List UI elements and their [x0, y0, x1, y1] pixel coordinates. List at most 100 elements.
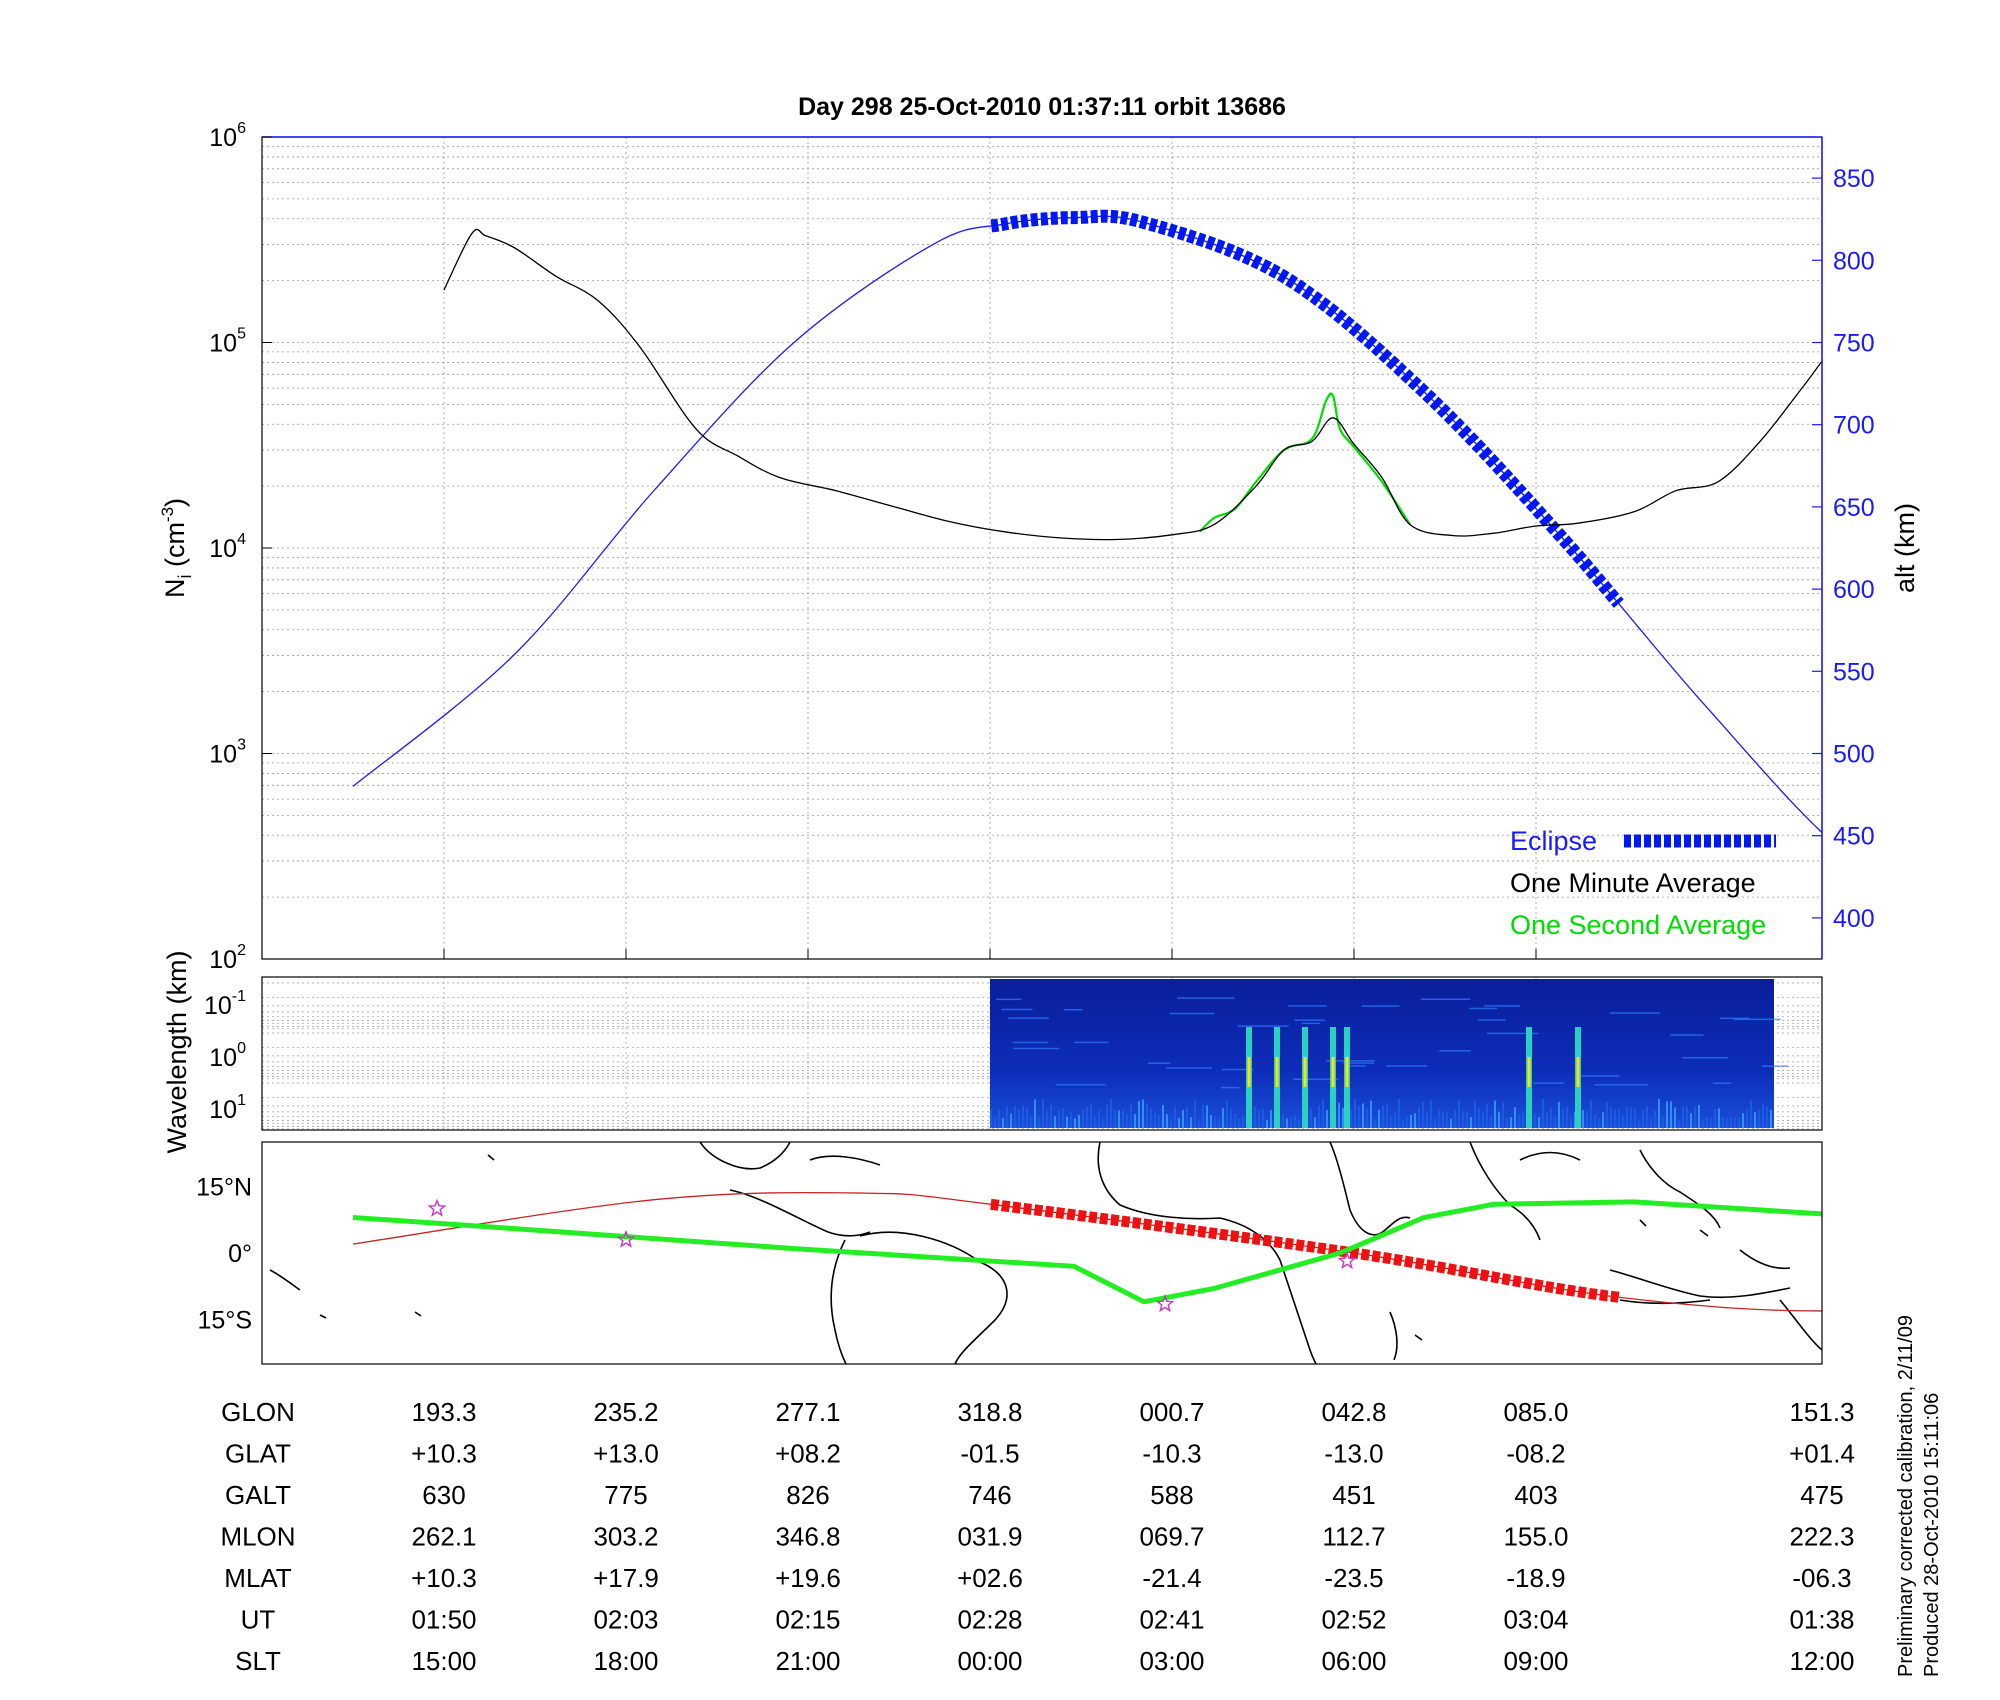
density-label-unit-open: (cm: [160, 522, 190, 574]
spectrogram-texture: [1147, 1062, 1171, 1065]
coastline-segment: [1779, 1299, 1823, 1351]
legend: Eclipse One Minute Average One Second Av…: [1510, 826, 1776, 940]
table-row-label: SLT: [235, 1646, 281, 1676]
spectrogram-texture: [1469, 1007, 1498, 1010]
spectrogram-texture: [1366, 1108, 1368, 1128]
spectrogram-texture: [1546, 1112, 1548, 1128]
altitude-tick-label: 550: [1833, 658, 1875, 686]
table-cell: 262.1: [411, 1522, 476, 1552]
table-cell: 031.9: [957, 1522, 1022, 1552]
table-cell: 042.8: [1321, 1397, 1386, 1427]
coastline-segment: [319, 1314, 327, 1319]
spectrogram-texture: [1098, 1110, 1100, 1128]
spectrogram-texture: [1288, 1005, 1327, 1007]
table-cell: 03:00: [1139, 1646, 1204, 1676]
spectrogram-texture: [1206, 1105, 1208, 1128]
table-cell: 085.0: [1503, 1397, 1568, 1427]
spectrogram-texture: [1202, 1104, 1204, 1128]
spectrogram-texture: [1266, 1119, 1268, 1128]
spectrogram-texture: [1626, 1107, 1628, 1128]
spectrogram-texture: [1030, 1116, 1032, 1128]
table-cell: 155.0: [1503, 1522, 1568, 1552]
spectrogram-texture: [1134, 1114, 1136, 1128]
coastline-segment: [830, 1239, 847, 1365]
table-cell: +13.0: [593, 1439, 659, 1469]
spectrogram-texture: [1746, 1109, 1748, 1128]
table-cell: 403: [1514, 1480, 1557, 1510]
spectrogram-texture: [1022, 1105, 1024, 1128]
spectrogram-texture: [1001, 1008, 1033, 1011]
spectrogram-texture: [1686, 1106, 1688, 1128]
station-star: [616, 1229, 636, 1248]
spectrogram-texture: [1222, 1108, 1224, 1128]
table-cell: +02.6: [957, 1563, 1023, 1593]
spectrogram-texture: [1594, 1084, 1649, 1086]
spectrogram-texture: [1238, 1118, 1240, 1128]
spectrogram-texture: [1090, 1103, 1092, 1128]
spectrogram-texture: [1130, 1103, 1132, 1128]
table-row-label: MLON: [220, 1522, 295, 1552]
spectrogram-texture: [1678, 1119, 1680, 1128]
spectrogram-texture: [1154, 1112, 1156, 1128]
spectrogram-texture: [1726, 1118, 1728, 1128]
spectrogram-texture: [1506, 1118, 1508, 1128]
spectrogram-texture: [1126, 1114, 1128, 1128]
spectrogram-texture: [1174, 1107, 1176, 1128]
spectrogram-texture: [1230, 1109, 1232, 1128]
spectrogram-texture: [1575, 1075, 1620, 1077]
spectrogram-texture: [1270, 1110, 1272, 1128]
coastline-segment: [1699, 1229, 1709, 1237]
spectrogram-texture: [1078, 1114, 1080, 1128]
spectrogram-texture: [1558, 1101, 1560, 1128]
density-tick-label: 106: [209, 120, 246, 152]
spectrogram-texture: [1534, 1113, 1536, 1128]
spectrogram-texture: [1385, 1065, 1428, 1067]
spectrogram-texture: [1362, 1103, 1364, 1128]
spectrogram-texture: [1682, 1056, 1729, 1059]
spectrogram-texture: [1378, 1109, 1380, 1128]
spectrogram-texture: [1063, 1009, 1083, 1011]
spectrogram-texture: [1518, 1113, 1520, 1128]
spectrogram-texture: [1442, 1111, 1444, 1128]
magnetic-equator-line: [352, 1199, 1822, 1305]
latitude-tick-label: 15°S: [198, 1307, 252, 1335]
density-y-label: Ni (cm-3): [158, 498, 195, 598]
spectrogram-texture: [1350, 1110, 1352, 1128]
spectrogram-texture: [1434, 1118, 1436, 1128]
spectrogram-texture: [1186, 1107, 1188, 1128]
spectrogram-texture: [1006, 1107, 1008, 1128]
altitude-tick-label: 600: [1833, 576, 1875, 604]
spectrogram-texture: [1466, 1111, 1468, 1128]
table-cell: 303.2: [593, 1522, 658, 1552]
produced-note: Produced 28-Oct-2010 15:11:06: [1921, 1393, 1943, 1677]
table-cell: +08.2: [775, 1439, 841, 1469]
spectrogram-texture: [1502, 1102, 1504, 1128]
spectrogram-texture: [1618, 1109, 1620, 1128]
coastline-segment: [1639, 1149, 1721, 1229]
tick-base: 10: [209, 741, 237, 769]
table-cell: +19.6: [775, 1563, 841, 1593]
wavelength-tick-label: 100: [209, 1040, 246, 1072]
spectrogram-texture: [1658, 1098, 1660, 1128]
coastline-segment: [1739, 1249, 1791, 1270]
tick-base: 10: [209, 124, 237, 152]
spectrogram-texture: [1166, 1067, 1213, 1069]
spectrogram-texture: [1738, 1117, 1740, 1128]
spectrogram-texture: [1394, 1113, 1396, 1128]
spectrogram-texture: [1058, 1110, 1060, 1128]
legend-eclipse-label: Eclipse: [1510, 826, 1597, 856]
spectrogram-texture: [1646, 1106, 1648, 1128]
spectrogram-texture: [1713, 1082, 1732, 1084]
spectrogram-texture: [1450, 1118, 1452, 1128]
table-cell: -21.4: [1142, 1563, 1201, 1593]
legend-one-minute-label: One Minute Average: [1510, 868, 1756, 898]
spectrogram-texture: [1609, 1012, 1660, 1014]
density-label-main: N: [160, 579, 190, 599]
spectrogram-texture: [1214, 1116, 1216, 1128]
spectrogram-texture: [1542, 1098, 1544, 1128]
spectrogram-texture: [1370, 1100, 1372, 1128]
spectrogram-texture: [1042, 1098, 1044, 1128]
tick-base: 10: [209, 535, 237, 563]
spectrogram-texture: [1690, 1113, 1692, 1128]
spectrogram-texture: [1682, 1106, 1684, 1128]
